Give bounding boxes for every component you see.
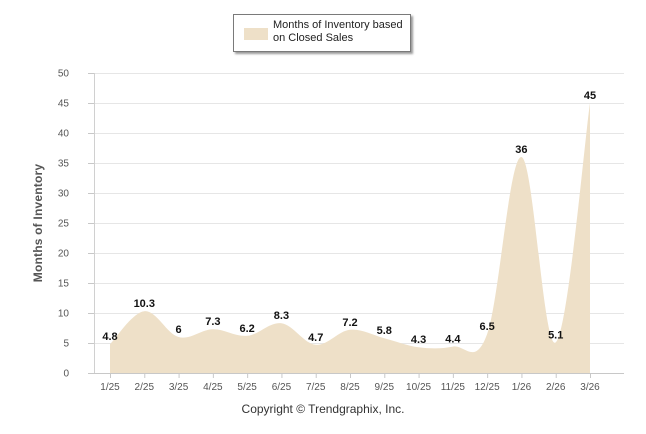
data-label: 6.2 xyxy=(239,323,254,335)
legend-swatch xyxy=(244,28,268,40)
data-label: 4.4 xyxy=(445,334,461,346)
x-tick-label: 8/25 xyxy=(340,382,360,393)
data-label: 4.3 xyxy=(411,334,426,346)
area-series xyxy=(110,103,591,373)
x-tick-label: 9/25 xyxy=(375,382,395,393)
data-label: 7.2 xyxy=(342,317,357,329)
data-label: 6 xyxy=(176,324,182,336)
data-label: 10.3 xyxy=(134,298,155,310)
data-label: 36 xyxy=(515,144,527,156)
x-tick-label: 1/26 xyxy=(512,382,532,393)
x-tick-label: 2/26 xyxy=(546,382,566,393)
x-tick-label: 3/26 xyxy=(580,382,600,393)
y-tick-label: 45 xyxy=(58,99,70,110)
axes: 0 5 10 15 20 25 30 35 40 45 50 1/25 2/25 3/25 4/25 5/25… xyxy=(58,69,600,394)
x-tick-label: 11/25 xyxy=(441,382,466,393)
x-tick-label: 7/25 xyxy=(306,382,326,393)
y-tick-label: 40 xyxy=(58,129,70,140)
data-label: 4.7 xyxy=(308,332,323,344)
y-tick-label: 35 xyxy=(58,159,70,170)
x-tick-label: 3/25 xyxy=(169,382,189,393)
data-labels: 4.8 10.3 6 7.3 6.2 8.3 4.7 7.2 5.8 4.3 4.4 6.5 36 5.1… xyxy=(102,90,596,346)
y-axis-title: Months of Inventory xyxy=(31,163,45,283)
y-tick-label: 50 xyxy=(58,69,70,80)
copyright-text: Copyright © Trendgraphix, Inc. xyxy=(241,402,405,416)
x-tick-label: 12/25 xyxy=(475,382,500,393)
x-tick-label: 2/25 xyxy=(135,382,155,393)
legend-label: Months of Inventory based on Closed Sale… xyxy=(273,19,403,44)
y-tick-label: 10 xyxy=(58,309,70,320)
y-tick-label: 0 xyxy=(63,369,69,380)
y-tick-label: 5 xyxy=(63,339,69,350)
data-label: 45 xyxy=(584,90,596,102)
y-tick-label: 25 xyxy=(58,219,70,230)
data-label: 5.8 xyxy=(377,325,392,337)
y-tick-label: 30 xyxy=(58,189,70,200)
x-tick-label: 10/25 xyxy=(406,382,431,393)
data-label: 7.3 xyxy=(205,316,220,328)
y-tick-label: 20 xyxy=(58,249,70,260)
x-tick-label: 5/25 xyxy=(237,382,257,393)
x-tick-label: 6/25 xyxy=(272,382,292,393)
legend: Months of Inventory based on Closed Sale… xyxy=(233,14,411,52)
data-label: 4.8 xyxy=(102,331,117,343)
x-tick-label: 1/25 xyxy=(100,382,120,393)
y-tick-label: 15 xyxy=(58,279,70,290)
area-layer xyxy=(110,103,591,373)
data-label: 8.3 xyxy=(274,310,289,322)
data-label: 6.5 xyxy=(479,321,494,333)
data-label: 5.1 xyxy=(548,329,563,341)
x-tick-label: 4/25 xyxy=(203,382,223,393)
